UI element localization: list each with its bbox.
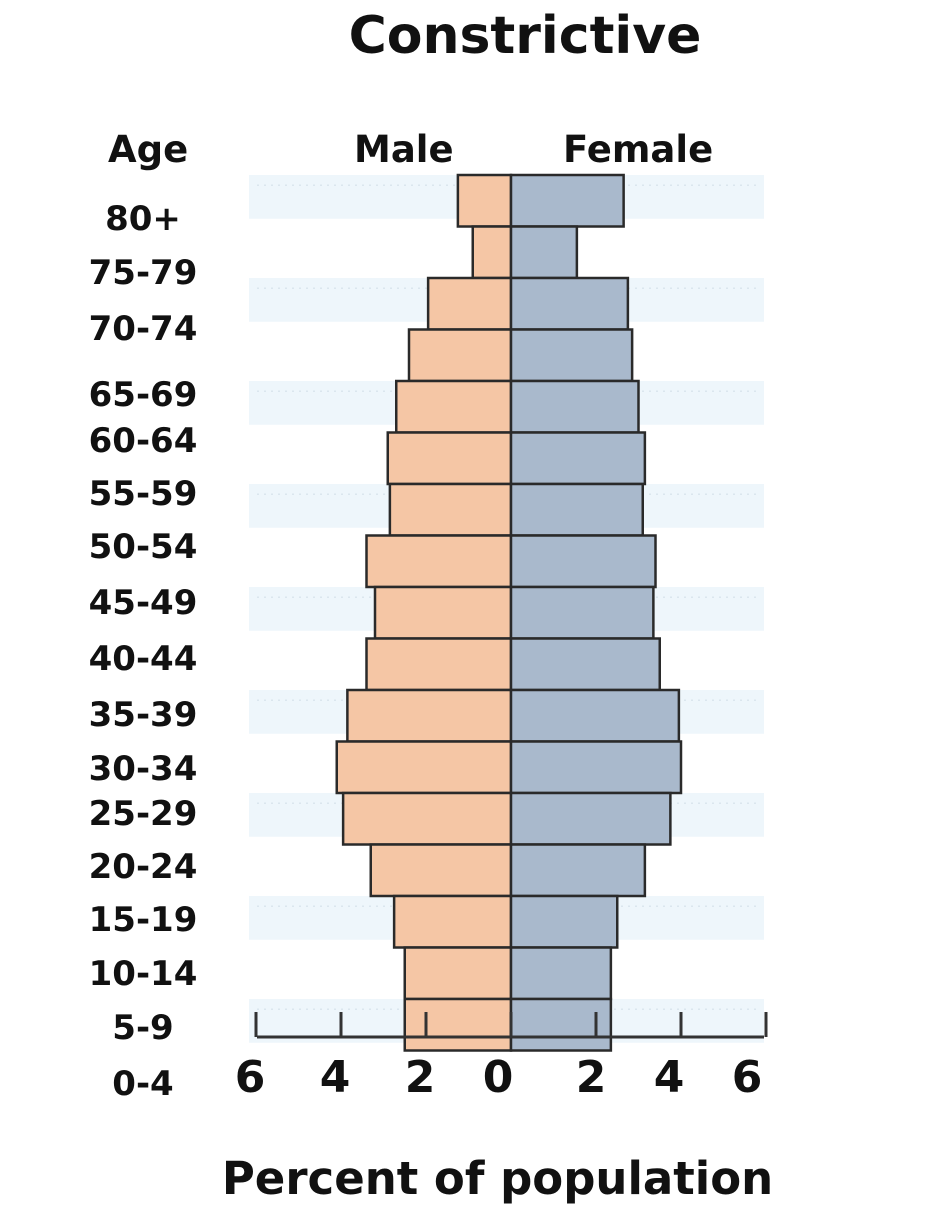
bar-male-80+ (456, 173, 513, 228)
bar-male-55-59 (386, 431, 513, 486)
age-label-75-79: 75-79 (89, 253, 198, 293)
age-label-5-9: 5-9 (112, 1008, 173, 1048)
age-axis-header: Age (108, 128, 189, 171)
bar-female-10-14 (509, 894, 619, 949)
bar-male-30-34 (346, 688, 513, 743)
bar-female-0-4 (509, 997, 613, 1052)
age-label-70-74: 70-74 (89, 309, 198, 349)
bar-male-40-44 (373, 585, 513, 640)
female-bars (509, 173, 683, 1052)
age-label-60-64: 60-64 (89, 421, 198, 461)
age-label-20-24: 20-24 (89, 847, 198, 887)
age-label-30-34: 30-34 (89, 749, 198, 789)
x-tick-label-2: 2 (405, 1052, 436, 1103)
bar-male-65-69 (407, 328, 513, 383)
age-label-80+: 80+ (105, 199, 181, 239)
age-label-15-19: 15-19 (89, 900, 198, 940)
bar-female-35-39 (509, 637, 661, 692)
chart-title: Constrictive (348, 6, 702, 66)
bar-male-5-9 (403, 946, 513, 1001)
x-axis (254, 1012, 768, 1039)
bar-female-70-74 (509, 276, 630, 331)
bar-female-25-29 (509, 740, 683, 795)
female-header: Female (563, 128, 714, 171)
bar-male-25-29 (335, 740, 513, 795)
bar-female-80+ (509, 173, 625, 228)
bar-female-20-24 (509, 791, 672, 846)
bar-female-15-19 (509, 843, 647, 898)
bar-male-45-49 (365, 534, 513, 589)
bar-female-65-69 (509, 328, 634, 383)
bar-female-55-59 (509, 431, 647, 486)
x-tick-label-3: 0 (483, 1052, 514, 1103)
age-label-55-59: 55-59 (89, 474, 198, 514)
age-label-45-49: 45-49 (89, 583, 198, 623)
age-label-25-29: 25-29 (89, 794, 198, 834)
bar-male-60-64 (395, 379, 513, 434)
x-tick-label-5: 4 (654, 1052, 685, 1103)
age-label-50-54: 50-54 (89, 527, 198, 567)
bar-male-75-79 (471, 225, 513, 280)
x-tick-label-4: 2 (576, 1052, 607, 1103)
bar-female-40-44 (509, 585, 655, 640)
bar-female-50-54 (509, 482, 644, 537)
bar-male-35-39 (365, 637, 513, 692)
bar-male-20-24 (341, 791, 513, 846)
age-label-10-14: 10-14 (89, 954, 198, 994)
bar-male-50-54 (388, 482, 513, 537)
male-header: Male (354, 128, 454, 171)
age-label-35-39: 35-39 (89, 695, 198, 735)
bar-male-70-74 (426, 276, 513, 331)
bar-female-30-34 (509, 688, 681, 743)
age-label-65-69: 65-69 (89, 375, 198, 415)
x-tick-label-0: 6 (235, 1052, 266, 1103)
bar-male-10-14 (392, 894, 513, 949)
bar-female-60-64 (509, 379, 640, 434)
bar-male-15-19 (369, 843, 513, 898)
age-label-40-44: 40-44 (89, 639, 198, 679)
age-labels: 80+ 75-79 70-74 65-69 60-64 55-59 50-54 45-49 40… (89, 199, 198, 1104)
x-axis-label: Percent of population (221, 1152, 774, 1205)
bar-female-5-9 (509, 946, 613, 1001)
x-tick-label-6: 6 (732, 1052, 763, 1103)
bar-male-0-4 (403, 997, 513, 1052)
age-label-0-4: 0-4 (112, 1064, 173, 1104)
x-tick-label-1: 4 (320, 1052, 351, 1103)
bar-female-45-49 (509, 534, 657, 589)
bar-female-75-79 (509, 225, 579, 280)
